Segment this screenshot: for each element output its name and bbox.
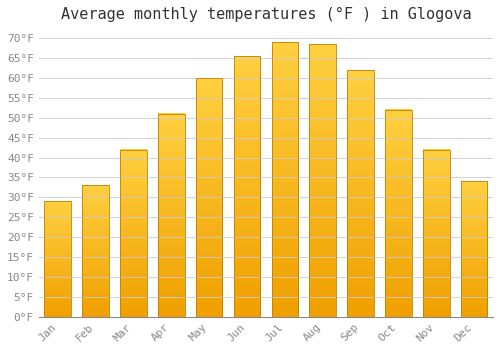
- Bar: [196, 78, 222, 317]
- Bar: [461, 181, 487, 317]
- Bar: [234, 56, 260, 317]
- Bar: [82, 186, 109, 317]
- Bar: [158, 114, 184, 317]
- Bar: [423, 149, 450, 317]
- Bar: [272, 42, 298, 317]
- Bar: [348, 70, 374, 317]
- Bar: [44, 201, 71, 317]
- Bar: [385, 110, 411, 317]
- Bar: [120, 149, 146, 317]
- Bar: [310, 44, 336, 317]
- Title: Average monthly temperatures (°F ) in Glogova: Average monthly temperatures (°F ) in Gl…: [60, 7, 471, 22]
